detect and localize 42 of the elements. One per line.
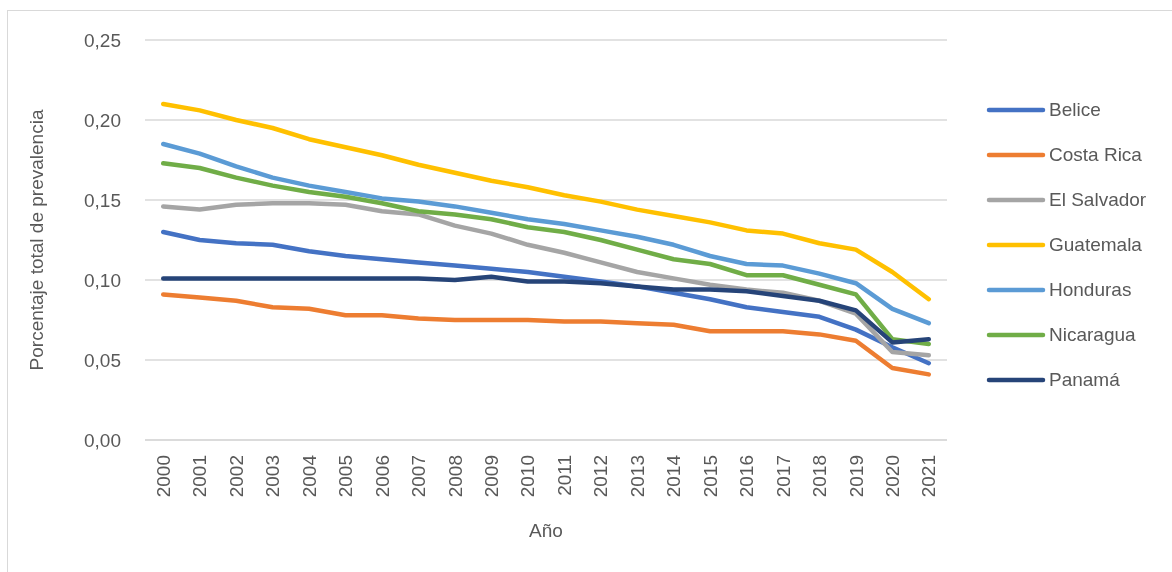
x-tick-label: 2020 bbox=[881, 455, 903, 498]
x-tick-label: 2000 bbox=[152, 455, 174, 498]
x-tick-label: 2019 bbox=[845, 455, 867, 498]
y-tick-label: 0,00 bbox=[84, 429, 121, 451]
x-tick-label: 2013 bbox=[626, 455, 648, 498]
x-tick-label: 2006 bbox=[371, 455, 393, 498]
legend-label: Honduras bbox=[1049, 279, 1132, 301]
legend-label: Belice bbox=[1049, 99, 1101, 121]
x-tick-label: 2010 bbox=[517, 455, 539, 498]
y-tick-label: 0,25 bbox=[84, 29, 121, 51]
line-series bbox=[160, 160, 932, 347]
x-tick-label: 2005 bbox=[335, 455, 357, 498]
x-tick-label: 2004 bbox=[298, 454, 320, 498]
x-tick-label: 2002 bbox=[225, 455, 247, 498]
x-tick-label: 2001 bbox=[189, 455, 211, 498]
legend-label: Costa Rica bbox=[1049, 144, 1142, 166]
x-tick-label: 2003 bbox=[262, 455, 284, 498]
x-tick-label: 2021 bbox=[918, 455, 940, 498]
legend-label: El Salvador bbox=[1049, 189, 1147, 211]
x-tick-label: 2008 bbox=[444, 455, 466, 498]
x-tick-label: 2018 bbox=[809, 455, 831, 498]
y-tick-label: 0,10 bbox=[84, 269, 121, 291]
x-tick-label: 2007 bbox=[408, 455, 430, 498]
x-tick-label: 2014 bbox=[663, 454, 685, 498]
y-tick-label: 0,15 bbox=[84, 189, 121, 211]
line-series bbox=[160, 141, 932, 326]
line-series bbox=[160, 274, 932, 345]
line-series bbox=[160, 101, 932, 302]
line-series bbox=[160, 292, 932, 377]
legend-label: Panamá bbox=[1049, 369, 1120, 391]
x-tick-label: 2016 bbox=[736, 455, 758, 498]
y-axis-title: Porcentaje total de prevalencia bbox=[25, 109, 47, 371]
x-tick-label: 2017 bbox=[772, 455, 794, 498]
legend-label: Nicaragua bbox=[1049, 324, 1136, 346]
y-tick-label: 0,05 bbox=[84, 349, 121, 371]
y-tick-label: 0,20 bbox=[84, 109, 121, 131]
x-tick-label: 2011 bbox=[553, 455, 575, 496]
legend-label: Guatemala bbox=[1049, 234, 1142, 256]
x-tick-label: 2009 bbox=[480, 455, 502, 498]
x-axis-title: Año bbox=[529, 520, 563, 541]
x-tick-label: 2015 bbox=[699, 455, 721, 498]
x-tick-label: 2012 bbox=[590, 455, 612, 498]
